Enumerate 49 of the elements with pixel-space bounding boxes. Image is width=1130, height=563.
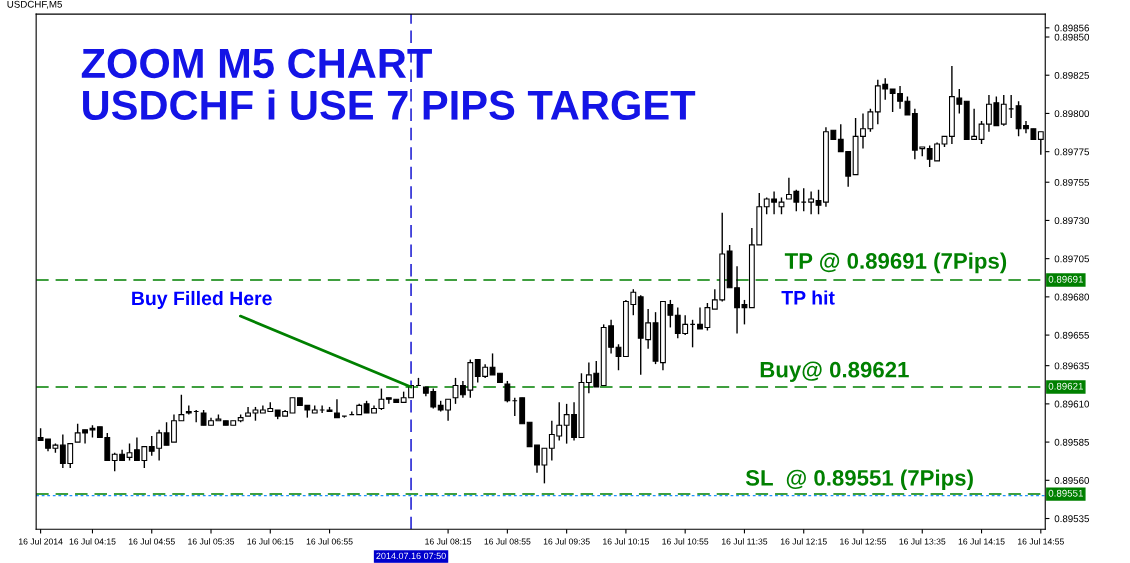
annotation: SL @ 0.89551 (7Pips) xyxy=(745,469,973,491)
y-tick-label: 0.89825 xyxy=(1054,71,1090,79)
candlestick xyxy=(334,398,340,419)
x-tick-label: 16 Jul 04:15 xyxy=(69,538,116,545)
y-tick-label: 0.89585 xyxy=(1054,438,1090,446)
y-tick-label: 0.89856 xyxy=(1054,24,1089,32)
x-tick-label: 16 Jul 05:35 xyxy=(188,538,235,545)
x-tick-label: 16 Jul 13:35 xyxy=(899,538,946,545)
x-tick-label: 16 Jul 14:55 xyxy=(1018,538,1064,545)
annotation: Buy@ 0.89621 xyxy=(760,361,909,382)
x-tick-label: 16 Jul 06:15 xyxy=(247,538,294,545)
candlestick xyxy=(504,380,511,404)
ref-line-label: 0.89621 xyxy=(1048,382,1083,390)
text: ZOOM M5 CHART USDCHF i USE 7 PIPS TARGET xyxy=(81,48,696,121)
y-tick-label: 0.89610 xyxy=(1054,400,1090,408)
y-tick-label: 0.89850 xyxy=(1054,33,1090,41)
y-tick-label: 0.89755 xyxy=(1054,178,1090,186)
x-tick-label: 16 Jul 2014 xyxy=(19,538,63,545)
annotation: TP @ 0.89691 (7Pips) xyxy=(784,252,1007,274)
y-tick-label: 0.89705 xyxy=(1054,255,1090,263)
candlestick xyxy=(800,187,807,212)
ref-line-label: 0.89691 xyxy=(1048,275,1083,283)
y-tick-label: 0.89655 xyxy=(1054,331,1090,339)
x-tick-label: 16 Jul 14:15 xyxy=(958,538,1005,545)
x-tick-label: 16 Jul 08:55 xyxy=(484,538,531,545)
x-tick-label: 16 Jul 10:15 xyxy=(603,538,650,545)
annotation: TP hit xyxy=(781,290,835,305)
y-tick-label: 0.89560 xyxy=(1054,477,1090,484)
y-tick-label: 0.89800 xyxy=(1054,110,1090,118)
candlestick xyxy=(319,404,326,414)
text: USDCHF,M5 xyxy=(7,0,63,9)
ref-line-label: 2014.07.16 07:50 xyxy=(376,552,446,560)
x-tick-label: 16 Jul 10:55 xyxy=(662,538,709,545)
x-tick-label: 16 Jul 09:35 xyxy=(543,538,590,545)
x-tick-label: 16 Jul 04:55 xyxy=(128,538,175,545)
candlestick xyxy=(1000,94,1007,127)
y-tick-label: 0.89635 xyxy=(1054,362,1090,370)
x-tick-label: 16 Jul 11:35 xyxy=(721,538,768,545)
y-tick-label: 0.89775 xyxy=(1054,148,1090,156)
x-tick-label: 16 Jul 06:55 xyxy=(306,538,353,545)
candlestick xyxy=(808,190,815,216)
y-tick-label: 0.89680 xyxy=(1054,293,1090,301)
x-tick-label: 16 Jul 12:55 xyxy=(840,538,887,545)
x-tick-label: 16 Jul 12:15 xyxy=(780,538,827,545)
y-tick-label: 0.89535 xyxy=(1054,515,1090,523)
y-tick-label: 0.89730 xyxy=(1054,217,1090,225)
ref-line-label: 0.89551 xyxy=(1048,489,1083,497)
annotation: Buy Filled Here xyxy=(132,290,272,310)
x-tick-label: 16 Jul 08:15 xyxy=(425,538,472,545)
